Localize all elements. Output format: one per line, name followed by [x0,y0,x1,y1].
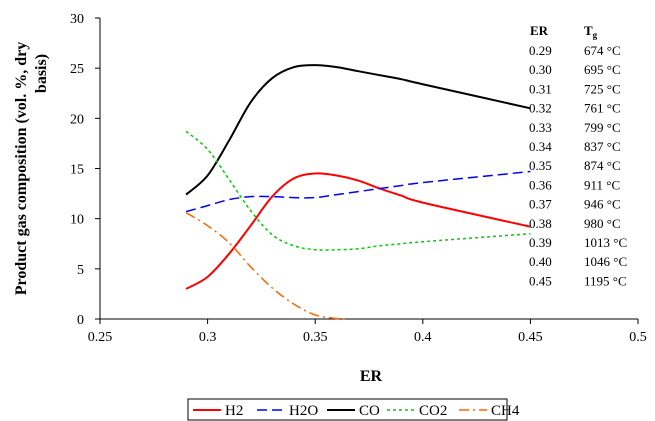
y-axis-title-line: basis) [33,54,50,93]
table-er-value: 0.29 [529,43,552,58]
x-tick-label: 0.5 [629,330,647,345]
x-tick-label: 0.35 [303,330,328,345]
y-axis-title-line: Product gas composition (vol. %, dry [13,42,30,295]
table-er-value: 0.31 [529,81,552,96]
y-tick-label: 20 [70,112,84,127]
series-line-co2 [185,130,531,251]
legend-label-ch4: CH4 [491,403,520,419]
table-header-tg-main: T [584,23,593,38]
x-tick-label: 0.45 [518,330,543,345]
y-tick-label: 15 [70,163,84,178]
x-tick-label: 0.4 [414,330,432,345]
series-group [185,64,531,320]
legend: H2 H2O CO CO2 CH4 [187,398,520,421]
table-tg-value: 695 °C [584,62,621,77]
y-tick-label: 5 [77,263,84,278]
legend-label-co2: CO2 [419,403,447,419]
table-er-value: 0.32 [529,101,552,116]
legend-label-h2: H2 [225,403,243,419]
table-tg-value: 799 °C [584,120,621,135]
table-er-value: 0.36 [529,177,552,192]
table-tg-value: 911 °C [584,177,620,192]
x-tick-label: 0.3 [199,330,217,345]
table-tg-value: 725 °C [584,81,621,96]
table-tg-value: 1195 °C [584,273,627,288]
table-tg-value: 1013 °C [584,235,627,250]
table-header-tg: Tg [584,23,598,40]
table-tg-value: 946 °C [584,197,621,212]
er-temperature-table: ER Tg 0.29 674 °C 0.30 695 °C 0.31 725 °C 0.32… [529,23,627,288]
y-tick-label: 0 [77,313,84,328]
table-er-value: 0.34 [529,139,552,154]
table-er-value: 0.39 [529,235,552,250]
table-tg-value: 1046 °C [584,254,627,269]
y-axis-title: Product gas composition (vol. %, dry basi… [13,42,50,295]
legend-label-h2o: H2O [289,403,318,419]
x-ticks: 0.25 0.3 0.35 0.4 0.45 0.5 [88,319,647,345]
table-tg-value: 874 °C [584,158,621,173]
table-er-value: 0.33 [529,120,552,135]
series-line-ch4 [185,212,348,320]
table-tg-value: 761 °C [584,101,621,116]
series-line-co [185,64,531,196]
table-er-value: 0.45 [529,273,552,288]
table-er-value: 0.37 [529,197,552,212]
table-header-tg-sub: g [593,30,598,40]
table-tg-value: 674 °C [584,43,621,58]
table-er-value: 0.38 [529,216,552,231]
y-tick-label: 30 [70,12,84,27]
table-er-value: 0.40 [529,254,552,269]
table-tg-value: 980 °C [584,216,621,231]
x-tick-label: 0.25 [88,330,113,345]
table-rows: 0.29 674 °C 0.30 695 °C 0.31 725 °C 0.32 761 °C… [529,43,627,288]
table-header-er: ER [530,23,549,38]
legend-label-co: CO [359,403,380,419]
table-tg-value: 837 °C [584,139,621,154]
plot-area: 0.25 0.3 0.35 0.4 0.45 0.5 0 5 10 15 20 25 30 [70,12,647,345]
series-line-h2 [185,172,531,290]
x-axis-title: ER [360,368,383,385]
y-ticks: 0 5 10 15 20 25 30 [70,12,100,328]
table-er-value: 0.35 [529,158,552,173]
legend-items: H2 H2O CO CO2 CH4 [193,403,520,419]
y-tick-label: 25 [70,62,84,77]
table-er-value: 0.30 [529,62,552,77]
y-tick-label: 10 [70,213,84,228]
